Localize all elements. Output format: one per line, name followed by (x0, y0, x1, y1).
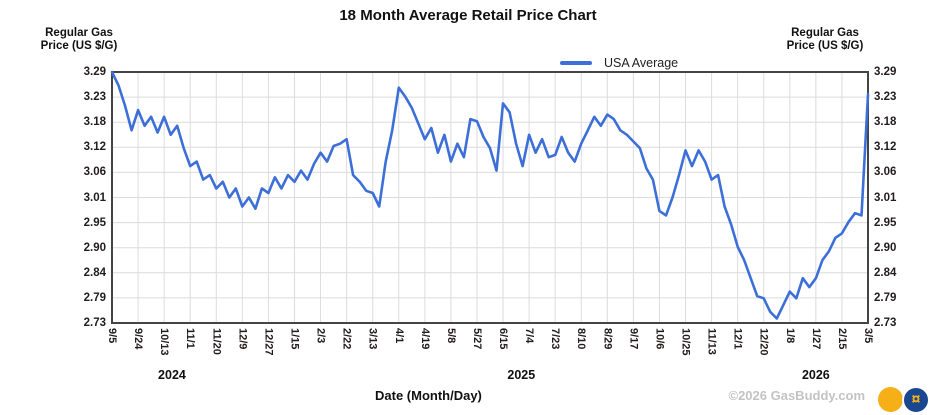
plot-area (110, 70, 870, 324)
legend-item-usa-average[interactable]: USA Average (560, 55, 678, 71)
y-tick-label-left: 3.29 (83, 66, 106, 78)
y-tick-label-right: 2.84 (874, 266, 897, 279)
x-tick-label: 3/13 (366, 328, 379, 350)
y-tick-label-left: 2.73 (83, 317, 106, 329)
x-tick-label: 4/19 (418, 328, 431, 350)
x-tick-label: 12/27 (262, 328, 275, 356)
gasbuddy-logo[interactable]: ¤ (876, 384, 936, 415)
y-tick-label-left: 3.23 (83, 91, 106, 104)
x-tick-label: 10/6 (653, 328, 666, 350)
x-tick-label: 12/20 (757, 328, 770, 356)
x-tick-label: 7/4 (523, 328, 536, 344)
y-tick-label-left: 3.01 (83, 191, 106, 204)
gasbuddy-pump-icon: ¤ (902, 386, 930, 414)
legend-label: USA Average (604, 56, 679, 70)
x-tick-label: 9/24 (132, 328, 145, 350)
y-tick-label-right: 3.01 (874, 191, 897, 204)
x-axis-title: Date (Month/Day) (375, 388, 482, 403)
y-tick-label-left: 3.06 (83, 166, 106, 179)
x-tick-label: 7/23 (549, 328, 562, 350)
x-tick-label: 12/1 (731, 328, 744, 350)
y-tick-label-right: 3.12 (874, 141, 897, 154)
y-axis-unit-left-line2: Price (US $/G) (40, 40, 118, 52)
y-tick-label-right: 3.06 (874, 166, 897, 179)
y-tick-label-right: 2.79 (874, 291, 897, 304)
x-tick-label: 1/15 (288, 328, 301, 350)
gasbuddy-logo-yellow-circle-icon (878, 387, 903, 412)
x-tick-label: 11/13 (705, 328, 718, 355)
y-axis-unit-right-line1: Regular Gas (791, 27, 859, 39)
y-tick-label-right: 2.90 (874, 241, 897, 254)
y-tick-label-left: 2.95 (83, 216, 106, 229)
y-tick-label-right: 2.95 (874, 216, 897, 229)
y-axis-unit-left-line1: Regular Gas (45, 27, 113, 39)
x-tick-label: 3/5 (862, 328, 874, 344)
x-tick-label: 1/27 (809, 328, 822, 350)
y-tick-label-right: 3.18 (874, 116, 897, 129)
y-tick-label-left: 3.12 (83, 141, 106, 154)
y-axis-unit-right: Regular Gas Price (US $/G) (760, 27, 890, 53)
y-tick-label-right: 3.23 (874, 91, 897, 104)
y-tick-label-left: 2.84 (83, 266, 106, 279)
y-axis-unit-left: Regular Gas Price (US $/G) (14, 27, 144, 53)
x-tick-label: 4/1 (392, 328, 405, 344)
x-tick-label: 9/5 (106, 328, 118, 344)
x-tick-label: 6/15 (497, 328, 510, 350)
x-tick-label: 2/3 (314, 328, 327, 344)
x-tick-label: 5/8 (444, 328, 457, 344)
x-tick-label: 11/1 (184, 328, 197, 349)
y-tick-label-right: 3.29 (874, 66, 897, 78)
x-tick-label: 9/17 (627, 328, 640, 350)
year-label: 2024 (158, 368, 186, 382)
y-tick-label-right: 2.73 (874, 317, 897, 329)
x-tick-label: 2/15 (835, 328, 848, 350)
legend-line-icon (560, 61, 592, 65)
x-tick-label: 11/20 (210, 328, 223, 355)
y-tick-label-left: 2.90 (83, 241, 106, 254)
x-tick-label: 2/22 (340, 328, 353, 350)
year-label: 2025 (507, 368, 536, 382)
copyright-link[interactable]: ©2026 GasBuddy.com (728, 388, 866, 403)
chart-title: 18 Month Average Retail Price Chart (339, 7, 597, 24)
x-tick-label: 8/10 (575, 328, 588, 350)
price-line-chart-svg (110, 70, 870, 324)
x-tick-label: 1/8 (783, 328, 796, 344)
x-tick-label: 5/27 (470, 328, 483, 350)
x-tick-label: 10/13 (158, 328, 171, 356)
x-tick-label: 8/29 (601, 328, 614, 350)
y-tick-label-left: 2.79 (83, 291, 106, 304)
y-axis-unit-right-line2: Price (US $/G) (786, 40, 864, 52)
y-tick-label-left: 3.18 (83, 116, 106, 129)
x-tick-label: 10/25 (679, 328, 692, 356)
x-tick-label: 12/9 (236, 328, 249, 350)
year-label: 2026 (801, 368, 830, 382)
